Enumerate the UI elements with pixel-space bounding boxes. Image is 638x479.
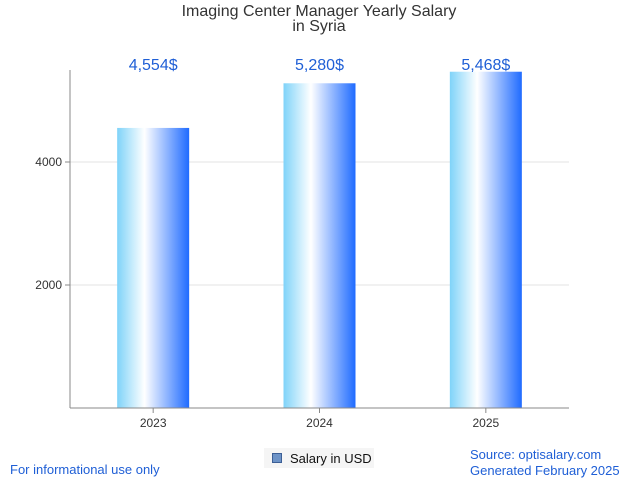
chart-subtitle: in Syria bbox=[292, 18, 346, 35]
disclaimer-text: For informational use only bbox=[10, 462, 160, 477]
x-tick-label: 2023 bbox=[140, 416, 167, 430]
generated-text: Generated February 2025 bbox=[470, 463, 620, 478]
chart-title: Imaging Center Manager Yearly Salary bbox=[181, 3, 457, 20]
bar-2025 bbox=[449, 71, 522, 408]
x-tick-label: 2025 bbox=[472, 416, 499, 430]
legend: Salary in USD bbox=[263, 447, 375, 469]
bar-2024 bbox=[283, 83, 356, 408]
y-tick-label: 2000 bbox=[35, 278, 62, 292]
source-block: Source: optisalary.com Generated Februar… bbox=[470, 447, 620, 479]
data-label: 4,554$ bbox=[129, 57, 178, 74]
bar-2023 bbox=[117, 127, 190, 408]
legend-label: Salary in USD bbox=[290, 450, 372, 466]
axes bbox=[65, 70, 569, 413]
labels: 2000 4000 2023 4,554$ 2024 5,280$ 2025 5,468$ bbox=[35, 57, 510, 430]
legend-swatch bbox=[272, 453, 282, 463]
data-label: 5,280$ bbox=[295, 57, 344, 74]
bars bbox=[117, 71, 522, 408]
chart-title-block: Imaging Center Manager Yearly Salary in … bbox=[0, 3, 638, 35]
source-text: Source: optisalary.com bbox=[470, 447, 602, 462]
data-label: 5,468$ bbox=[461, 57, 510, 74]
y-tick-label: 4000 bbox=[35, 155, 62, 169]
x-tick-label: 2024 bbox=[306, 416, 333, 430]
